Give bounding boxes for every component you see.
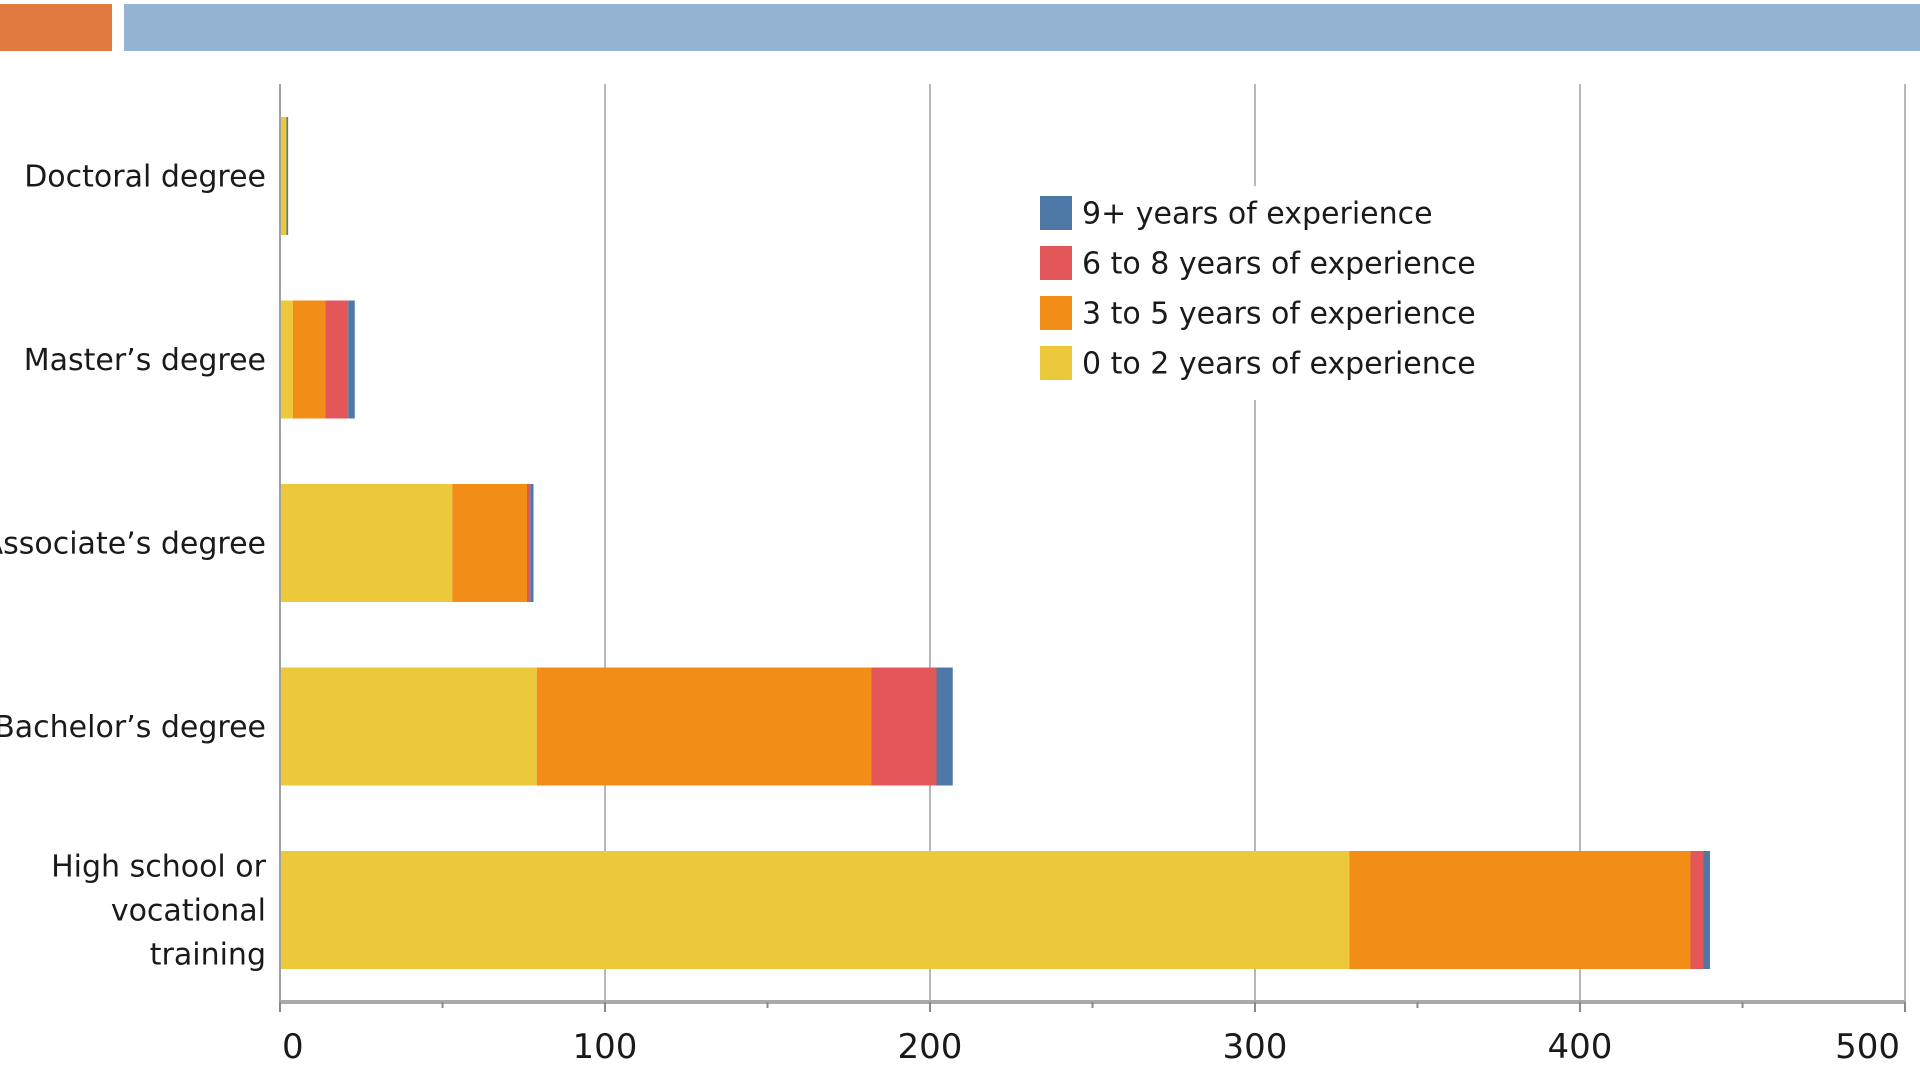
x-tick-label: 100	[573, 1027, 638, 1066]
bar-segment	[280, 851, 1350, 969]
bar-segment	[280, 117, 287, 235]
x-tick-label: 500	[1835, 1027, 1900, 1066]
bar-segment	[530, 484, 534, 602]
bar-segment	[936, 667, 953, 786]
bar-segment	[286, 117, 289, 235]
category-label: Associate’s degree	[0, 527, 266, 562]
x-tick-label: 0	[282, 1027, 304, 1066]
bar-segment	[1349, 851, 1691, 969]
bar-segment	[280, 484, 453, 602]
header-accent-bar-right	[124, 4, 1920, 51]
bar-segment	[325, 300, 349, 419]
bar-segment	[452, 484, 527, 602]
bar-segment	[871, 667, 937, 786]
legend-swatch	[1040, 246, 1072, 280]
legend-swatch	[1040, 296, 1072, 330]
x-tick-label: 200	[898, 1027, 963, 1066]
category-labels: Doctoral degree Master’s degree Associate’…	[0, 160, 267, 973]
category-label: Master’s degree	[24, 343, 266, 378]
bar-segment	[293, 300, 326, 419]
legend: 9+ years of experience 6 to 8 years of ex…	[1030, 186, 1476, 400]
legend-label: 3 to 5 years of experience	[1082, 297, 1476, 332]
bars	[280, 117, 1710, 969]
legend-label: 0 to 2 years of experience	[1082, 347, 1476, 382]
legend-swatch	[1040, 196, 1072, 230]
bar-segment	[348, 300, 355, 419]
x-tick-label: 300	[1223, 1027, 1288, 1066]
bar-segment	[1703, 851, 1710, 969]
category-label: Bachelor’s degree	[0, 710, 266, 745]
legend-swatch	[1040, 346, 1072, 380]
legend-background	[1030, 186, 1450, 400]
bar-segment	[527, 484, 531, 602]
bar-segment	[536, 667, 872, 786]
x-axis: 0 100 200 300 400 500	[279, 84, 1906, 1066]
header-accent-bar-left	[0, 4, 112, 51]
category-label: Doctoral degree	[24, 160, 266, 195]
legend-label: 9+ years of experience	[1082, 197, 1433, 232]
bar-segment	[280, 667, 537, 786]
x-tick-label: 400	[1548, 1027, 1613, 1066]
legend-label: 6 to 8 years of experience	[1082, 247, 1476, 282]
category-label: High school or vocational training	[51, 850, 267, 973]
bar-segment	[280, 300, 293, 419]
bar-segment	[1690, 851, 1704, 969]
